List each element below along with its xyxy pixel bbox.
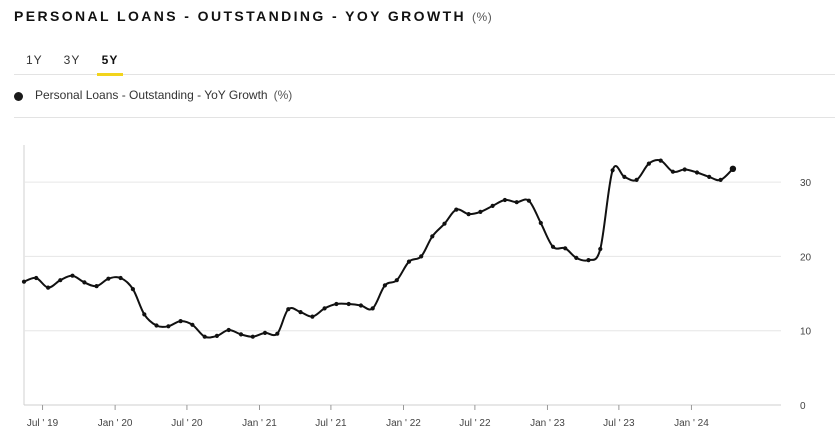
x-tick-label: Jul ' 22	[459, 418, 491, 429]
x-tick-label: Jul ' 20	[171, 418, 203, 429]
chart-legend: Personal Loans - Outstanding - YoY Growt…	[14, 88, 835, 118]
data-point	[286, 307, 291, 312]
data-point	[142, 312, 147, 317]
data-point	[46, 285, 51, 290]
data-point	[514, 200, 519, 205]
data-point	[563, 246, 568, 251]
data-point	[442, 221, 447, 226]
x-tick-label: Jul ' 21	[315, 418, 347, 429]
data-point	[275, 331, 280, 336]
legend-label[interactable]: Personal Loans - Outstanding - YoY Growt…	[35, 88, 268, 102]
series-line	[23, 159, 734, 339]
data-point	[658, 158, 663, 163]
data-point	[334, 301, 339, 307]
data-point	[526, 198, 532, 203]
data-point	[250, 334, 255, 339]
data-point	[598, 246, 603, 252]
tab-5y[interactable]: 5Y	[97, 53, 123, 76]
data-point	[707, 174, 712, 179]
chart-title-unit: (%)	[472, 10, 493, 24]
data-point	[298, 310, 303, 315]
data-point	[82, 280, 87, 285]
data-point	[670, 169, 676, 174]
y-tick-label: 30	[800, 178, 812, 189]
data-point	[370, 306, 375, 311]
data-point	[694, 170, 700, 175]
data-point	[34, 275, 39, 281]
x-tick-label: Jan ' 21	[242, 418, 277, 429]
data-point	[94, 284, 99, 289]
data-point	[178, 319, 183, 324]
data-point	[646, 161, 652, 166]
data-point	[502, 197, 507, 203]
data-point	[262, 330, 268, 335]
data-point	[634, 177, 639, 182]
data-point	[226, 327, 231, 333]
data-point	[538, 220, 543, 226]
data-point	[322, 306, 327, 311]
data-point	[729, 165, 737, 172]
chart-title: PERSONAL LOANS - OUTSTANDING - YOY GROWT…	[14, 8, 467, 24]
data-point	[214, 333, 219, 338]
data-point	[718, 177, 723, 182]
x-tick-label: Jul ' 23	[603, 418, 635, 429]
legend-marker	[14, 92, 23, 101]
data-point	[419, 254, 424, 259]
data-point	[118, 275, 123, 281]
data-point	[358, 303, 363, 308]
x-tick-label: Jan ' 20	[98, 418, 133, 429]
data-point	[394, 278, 399, 283]
x-tick-label: Jan ' 23	[530, 418, 565, 429]
data-point	[166, 324, 171, 329]
y-tick-label: 10	[800, 327, 812, 338]
data-point	[202, 334, 207, 339]
y-tick-label: 0	[800, 401, 806, 412]
tab-3y[interactable]: 3Y	[63, 53, 81, 67]
data-point	[490, 203, 495, 208]
data-point	[550, 244, 556, 249]
data-point	[454, 207, 459, 212]
data-point	[382, 283, 387, 288]
legend-unit: (%)	[273, 88, 293, 102]
data-point	[466, 212, 471, 217]
data-point	[586, 258, 591, 263]
data-point	[130, 287, 135, 292]
data-point	[430, 234, 435, 239]
data-point	[70, 273, 75, 278]
range-tabs: 1Y 3Y 5Y	[14, 48, 835, 76]
data-point	[610, 168, 615, 173]
data-point	[682, 167, 687, 172]
data-point	[478, 209, 483, 214]
data-point	[574, 255, 579, 260]
data-point	[622, 174, 627, 179]
data-point	[21, 279, 27, 284]
x-tick-label: Jan ' 24	[674, 418, 709, 429]
data-point	[154, 323, 159, 328]
data-point	[346, 301, 351, 307]
data-point	[106, 276, 111, 281]
x-tick-label: Jan ' 22	[386, 418, 421, 429]
data-point	[406, 259, 412, 264]
data-point	[310, 314, 315, 319]
y-tick-label: 20	[800, 252, 812, 263]
data-point	[238, 332, 244, 337]
chart-header: PERSONAL LOANS - OUTSTANDING - YOY GROWT…	[14, 8, 492, 28]
data-point	[190, 322, 195, 327]
tab-1y[interactable]: 1Y	[26, 53, 43, 67]
x-tick-label: Jul ' 19	[27, 418, 59, 429]
data-point	[58, 278, 63, 283]
